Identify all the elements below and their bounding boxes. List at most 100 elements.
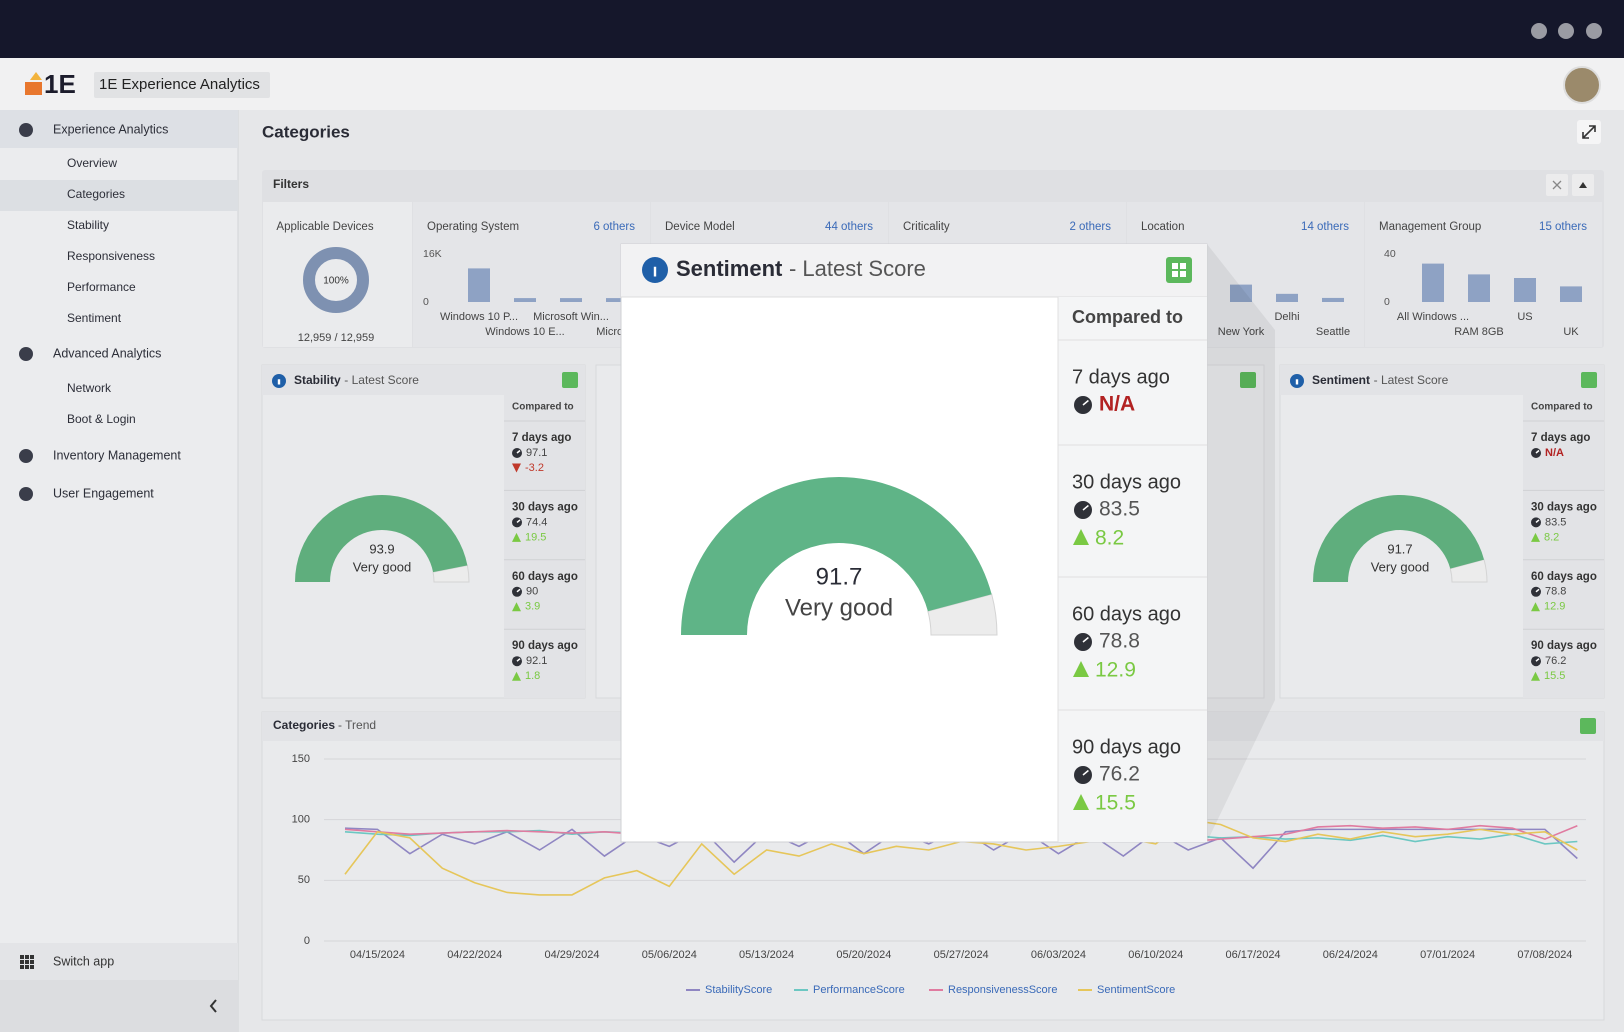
score-icon-needle xyxy=(1082,399,1089,406)
switch-app-icon xyxy=(25,965,29,969)
x-tick-label: Windows 10 E... xyxy=(485,326,564,338)
bar xyxy=(606,298,628,302)
filter-title: Management Group xyxy=(1379,221,1481,233)
nav-item[interactable]: Experience Analytics xyxy=(53,122,168,136)
nav-icon xyxy=(19,487,33,501)
nav-item[interactable]: User Engagement xyxy=(53,486,154,500)
period: 7 days ago xyxy=(1072,366,1170,388)
filter-others[interactable]: 15 others xyxy=(1539,221,1587,233)
period: 90 days ago xyxy=(1072,736,1181,758)
compared-value: N/A xyxy=(1545,447,1564,459)
export-icon-pane xyxy=(1172,263,1178,269)
nav-subitem[interactable]: Sentiment xyxy=(67,311,122,325)
period: 90 days ago xyxy=(512,640,578,652)
legend-label[interactable]: SentimentScore xyxy=(1097,984,1175,996)
nav-subitem[interactable]: Network xyxy=(67,381,112,395)
x-tick-label: RAM 8GB xyxy=(1454,326,1504,338)
collapse-icon xyxy=(1579,182,1587,188)
legend-label[interactable]: StabilityScore xyxy=(705,984,772,996)
nav-subitem[interactable]: Responsiveness xyxy=(67,249,155,263)
bar xyxy=(1322,297,1344,302)
nav-subitem[interactable]: Performance xyxy=(67,280,136,294)
nav-icon xyxy=(19,347,33,361)
delta: 1.8 xyxy=(525,670,540,682)
bar xyxy=(1276,293,1298,302)
x-tick-label: 04/29/2024 xyxy=(544,949,599,961)
compared-value: 76.2 xyxy=(1099,763,1140,786)
gauge-rating: Very good xyxy=(785,594,893,621)
card-subtitle: - Latest Score xyxy=(1374,373,1449,387)
compared-value: N/A xyxy=(1099,393,1135,416)
score-icon-needle xyxy=(1535,449,1540,454)
filter-others[interactable]: 44 others xyxy=(825,221,873,233)
period: 60 days ago xyxy=(1072,603,1181,625)
nav-subitem[interactable]: Categories xyxy=(67,187,125,201)
period: 30 days ago xyxy=(1531,501,1597,513)
gauge-score: 93.9 xyxy=(369,541,394,556)
expand-icon[interactable] xyxy=(1582,125,1596,139)
devices-box xyxy=(263,202,412,347)
logo: 1E xyxy=(44,69,76,99)
trend-title-main: Categories xyxy=(273,718,335,732)
filter-others[interactable]: 2 others xyxy=(1069,221,1111,233)
page-title: Categories xyxy=(262,122,350,141)
export-icon xyxy=(1240,372,1256,388)
gauge-score: 91.7 xyxy=(816,563,863,590)
export-icon xyxy=(1166,257,1192,283)
score-icon-needle xyxy=(516,519,521,523)
gauge-rest xyxy=(927,593,998,636)
sidebar-active-item xyxy=(0,180,238,211)
export-icon-pane xyxy=(1180,271,1186,277)
trend-up-icon xyxy=(1531,671,1540,681)
nav-subitem[interactable]: Boot & Login xyxy=(67,412,136,426)
compared-value: 83.5 xyxy=(1545,516,1566,528)
filter-title: Device Model xyxy=(665,221,735,233)
sidebar xyxy=(0,110,238,1032)
filter-others[interactable]: 14 others xyxy=(1301,221,1349,233)
y-tick-label: 40 xyxy=(1384,248,1396,260)
score-icon-needle xyxy=(1082,636,1089,643)
compared-column xyxy=(504,395,585,698)
trend-up-icon xyxy=(1531,602,1540,612)
gauge-rest xyxy=(1449,558,1488,583)
delta: 3.9 xyxy=(525,601,540,613)
compared-value: 74.4 xyxy=(526,516,547,528)
legend-label[interactable]: PerformanceScore xyxy=(813,984,905,996)
x-tick-label: 05/06/2024 xyxy=(642,949,697,961)
bar xyxy=(1230,284,1252,302)
collapse-icon[interactable] xyxy=(209,999,217,1013)
gauge-fill xyxy=(681,477,992,635)
filter-box xyxy=(413,202,650,347)
delta: -3.2 xyxy=(525,462,544,474)
close-icon xyxy=(1552,180,1562,190)
filter-title: Location xyxy=(1141,221,1184,233)
y-tick-label: 100 xyxy=(292,814,310,826)
filter-others[interactable]: 6 others xyxy=(593,221,635,233)
trend-up-icon xyxy=(1073,794,1089,810)
x-tick-label: US xyxy=(1517,311,1532,323)
period: 60 days ago xyxy=(1531,571,1597,583)
period: 90 days ago xyxy=(1531,640,1597,652)
card-header xyxy=(262,365,585,395)
switch-app[interactable]: Switch app xyxy=(53,954,114,968)
nav-subitem[interactable]: Overview xyxy=(67,156,117,170)
nav-subitem[interactable]: Stability xyxy=(67,218,109,232)
delta: 12.9 xyxy=(1544,601,1565,613)
x-tick-label: 06/03/2024 xyxy=(1031,949,1086,961)
info-dot xyxy=(653,266,657,277)
legend-label[interactable]: ResponsivenessScore xyxy=(948,984,1057,996)
switch-app-row xyxy=(0,943,238,980)
nav-item[interactable]: Inventory Management xyxy=(53,448,181,462)
bar xyxy=(560,298,582,302)
avatar[interactable] xyxy=(1563,66,1601,104)
bar xyxy=(1422,263,1444,302)
delta: 8.2 xyxy=(1544,531,1559,543)
card-title-main: Stability xyxy=(294,373,341,387)
nav-item[interactable]: Advanced Analytics xyxy=(53,346,161,360)
y-tick-label: 0 xyxy=(423,296,429,308)
bar xyxy=(468,268,490,302)
nav-icon xyxy=(19,123,33,137)
info-dot xyxy=(1295,379,1299,385)
trend-up-icon xyxy=(1073,661,1089,677)
x-tick-label: 05/27/2024 xyxy=(934,949,989,961)
